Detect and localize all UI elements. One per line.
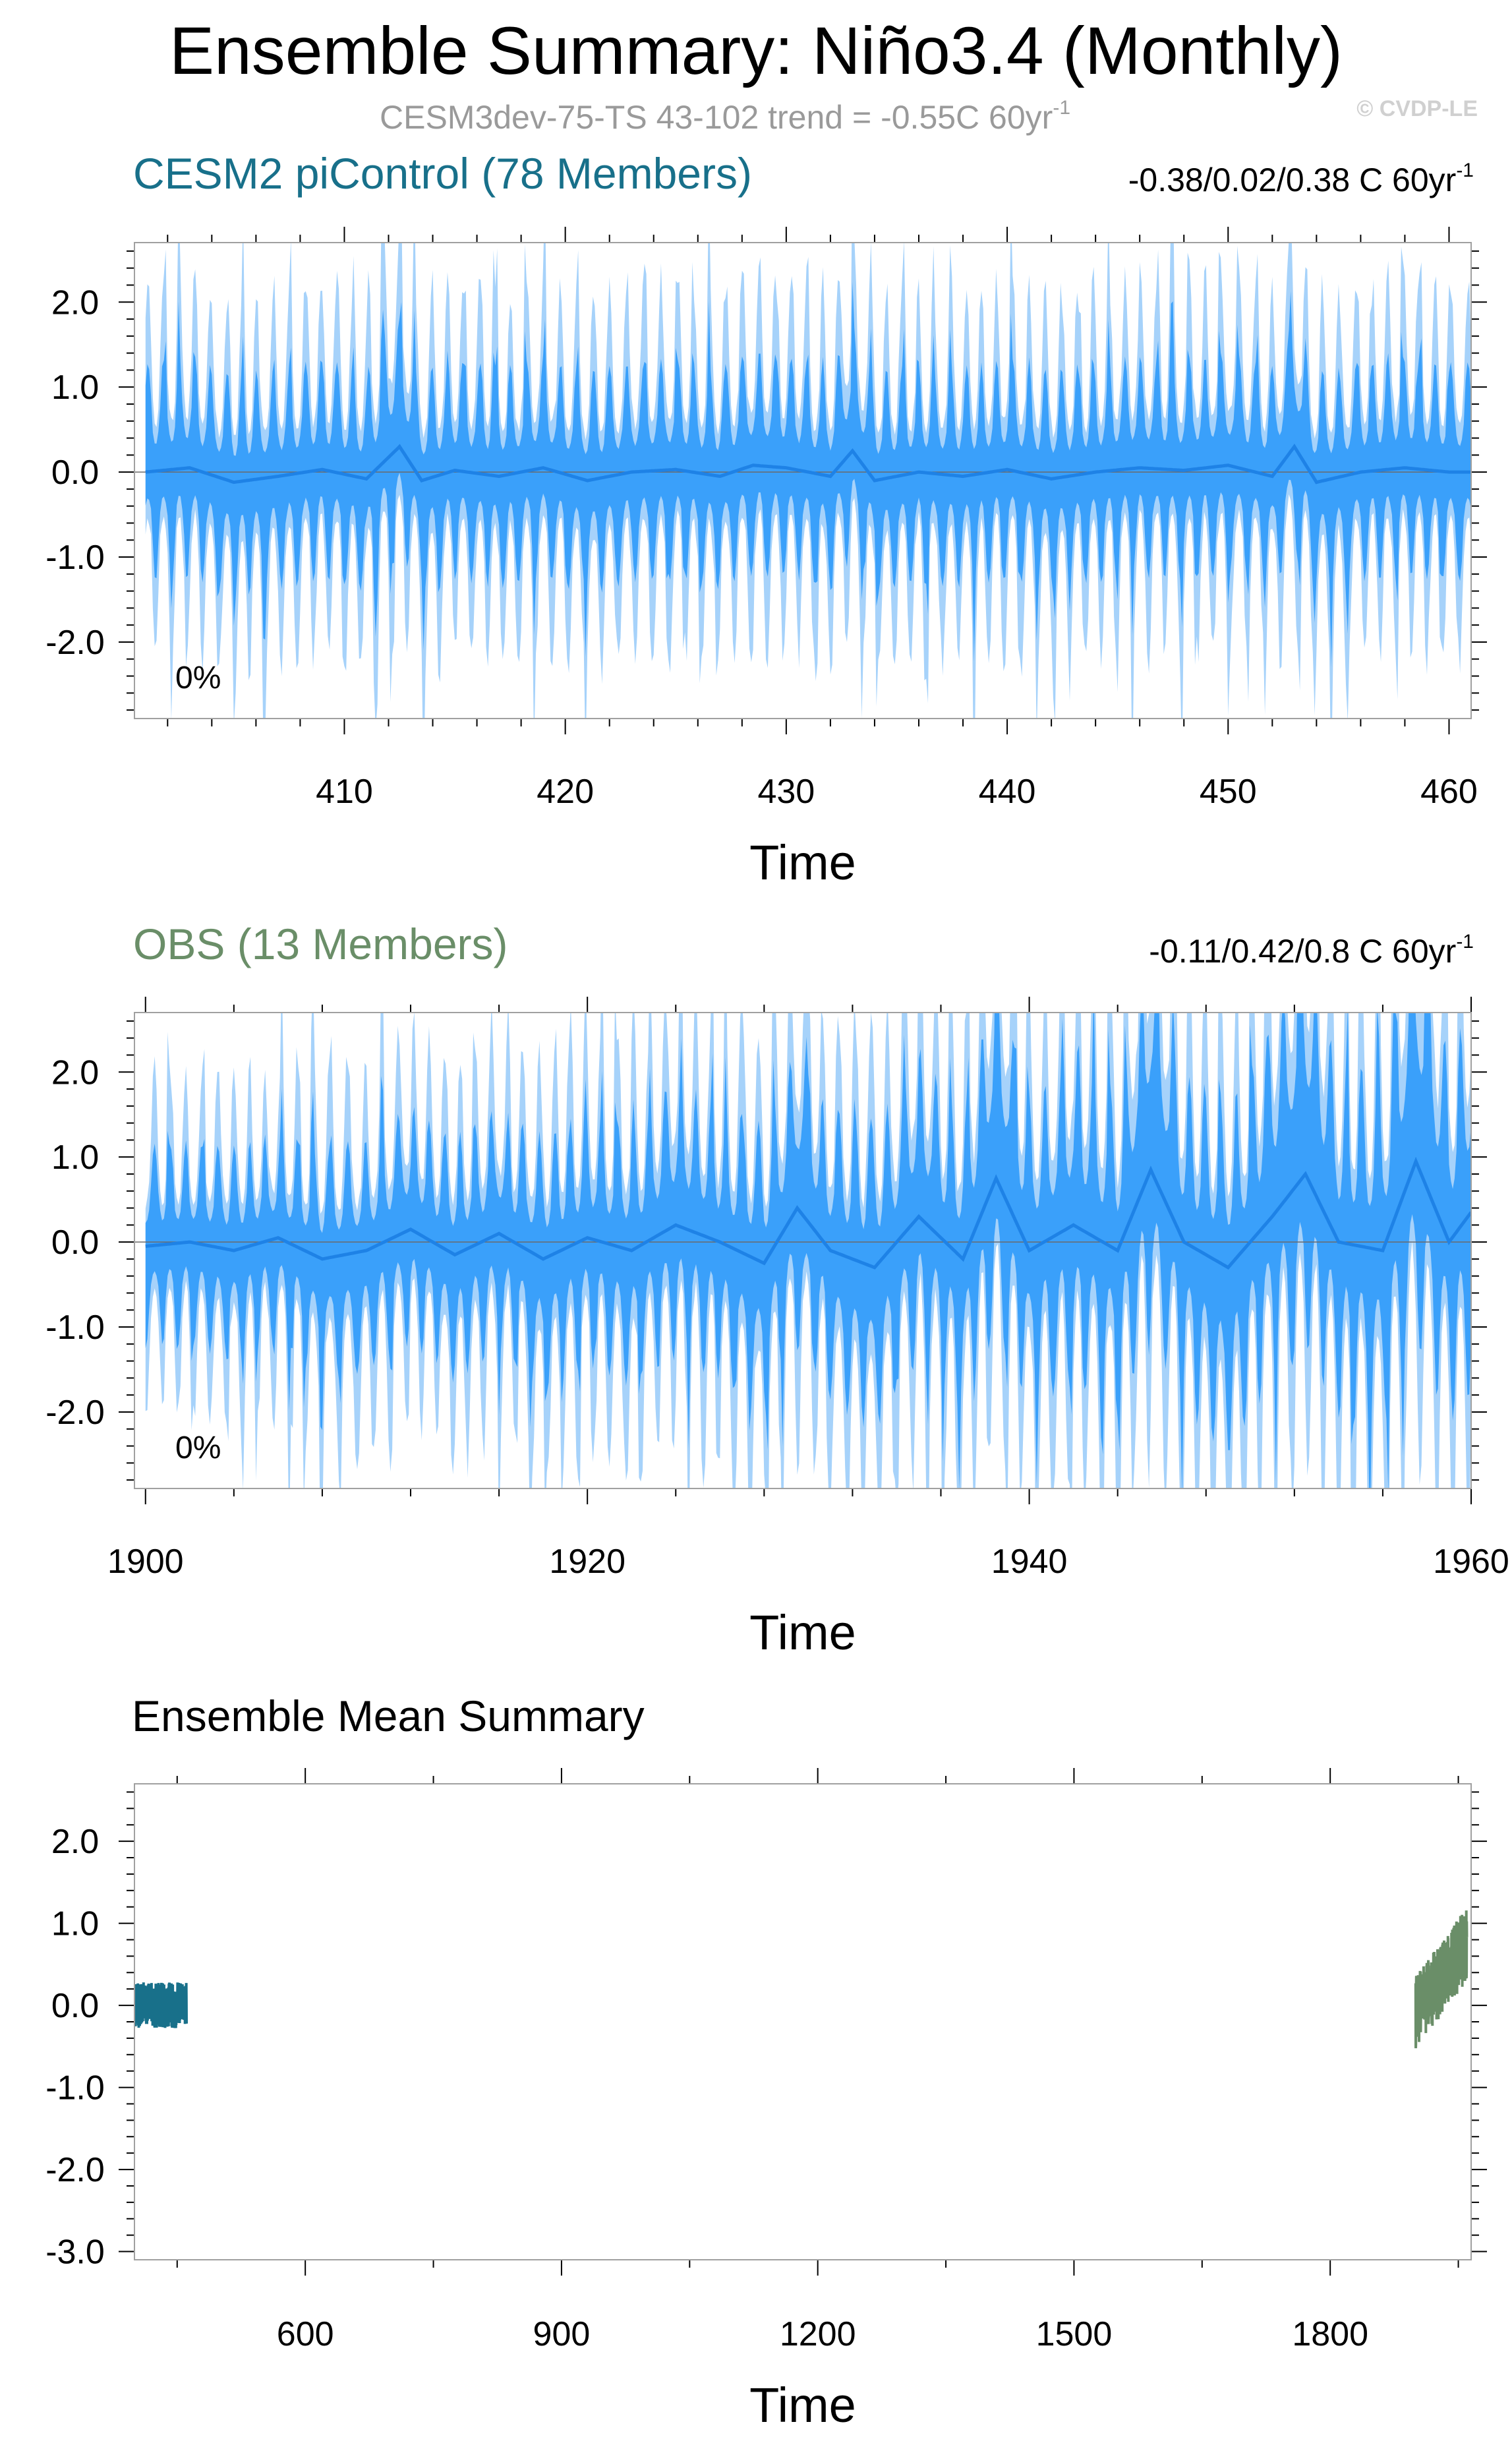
obs-x-axis-title: Time [749,1605,856,1660]
model-percent-label: 0% [175,661,221,695]
summary-x-tick-label: 900 [533,2315,591,2353]
obs-trend-label: -0.11/0.42/0.8 C 60yr-1 [1149,931,1474,970]
obs-x-tick-label: 1920 [549,1543,625,1581]
model-y-tick-label: 2.0 [51,283,99,322]
summary-y-tick-label: 1.0 [51,1905,99,1943]
model-x-tick-label: 440 [979,773,1036,811]
model-x-tick-label: 450 [1200,773,1257,811]
obs-inner-band [145,1013,1471,1488]
obs-percent-label: 0% [175,1430,221,1465]
obs-trend-text: -0.11/0.42/0.8 C 60yr [1149,933,1456,970]
summary-x-tick-label: 1500 [1036,2315,1113,2353]
model-panel: CESM2 piControl (78 Members) -0.38/0.02/… [45,149,1487,890]
obs-x-tick-label: 1940 [991,1543,1068,1581]
summary-panel: Ensemble Mean Summary 2.0 1.0 0.0 -1.0 -2.0 -… [45,1692,1487,2432]
model-plot-area: 2.0 1.0 0.0 -1.0 -2.0 410 420 430 440 450 460 [45,227,1487,811]
obs-y-tick-label: -1.0 [45,1309,105,1347]
figure-title: Ensemble Summary: Niño3.4 (Monthly) [169,13,1343,88]
model-x-tick-label: 460 [1420,773,1478,811]
obs-panel-title: OBS (13 Members) [133,920,508,968]
model-ensemble-mean-line [145,443,1471,485]
summary-y-tick-label: -3.0 [45,2233,105,2272]
model-inner-band [145,281,1471,667]
model-y-tick-label: -1.0 [45,539,105,577]
obs-trend-superscript: -1 [1456,931,1474,953]
summary-x-tick-label: 600 [277,2315,334,2353]
obs-plot-area: 2.0 1.0 0.0 -1.0 -2.0 1900 1920 1940 1960 [45,997,1509,1581]
summary-plot-area: 2.0 1.0 0.0 -1.0 -2.0 -3.0 600 900 1200 1500 1800 [45,1768,1487,2353]
credit-watermark: © CVDP-LE [1356,96,1478,121]
summary-x-tick-label: 1800 [1292,2315,1368,2353]
model-x-tick-label: 430 [757,773,815,811]
subtitle-superscript: -1 [1053,97,1070,119]
subtitle-text: CESM3dev-75-TS 43-102 trend = -0.55C 60y… [380,99,1053,136]
obs-bands [134,1013,1471,1488]
summary-series-0 [134,1982,188,2028]
model-x-tick-label: 410 [316,773,373,811]
obs-x-tick-label: 1960 [1433,1543,1509,1581]
obs-frame [134,1012,1472,1489]
summary-series-1 [1414,1910,1468,2049]
summary-y-tick-label: 2.0 [51,1823,99,1861]
obs-y-tick-label: -2.0 [45,1394,105,1432]
model-bands [134,243,1471,719]
obs-y-tick-label: 2.0 [51,1053,99,1092]
model-trend-label: -0.38/0.02/0.38 C 60yr-1 [1128,160,1474,198]
summary-y-tick-label: 0.0 [51,1987,99,2025]
model-y-tick-label: 0.0 [51,454,99,492]
obs-x-tick-label: 1900 [107,1543,184,1581]
summary-y-tick-label: -2.0 [45,2151,105,2189]
obs-ensemble-mean-line [145,1156,1471,1270]
summary-panel-title: Ensemble Mean Summary [132,1692,645,1740]
summary-x-tick-label: 1200 [780,2315,856,2353]
summary-frame [134,1783,1472,2260]
obs-y-tick-label: 0.0 [51,1223,99,1262]
obs-y-tick-label: 1.0 [51,1138,99,1177]
model-x-axis-title: Time [749,835,856,890]
model-y-tick-label: -2.0 [45,624,105,662]
model-y-tick-label: 1.0 [51,368,99,407]
figure-subtitle: CESM3dev-75-TS 43-102 trend = -0.55C 60y… [380,97,1070,136]
model-frame [134,242,1472,719]
summary-y-tick-label: -1.0 [45,2069,105,2107]
model-trend-superscript: -1 [1456,160,1474,181]
model-trend-text: -0.38/0.02/0.38 C 60yr [1128,162,1457,198]
obs-panel: OBS (13 Members) -0.11/0.42/0.8 C 60yr-1… [45,920,1509,1660]
summary-x-axis-title: Time [749,2378,856,2432]
model-panel-title: CESM2 piControl (78 Members) [133,149,752,198]
model-x-tick-label: 420 [537,773,594,811]
